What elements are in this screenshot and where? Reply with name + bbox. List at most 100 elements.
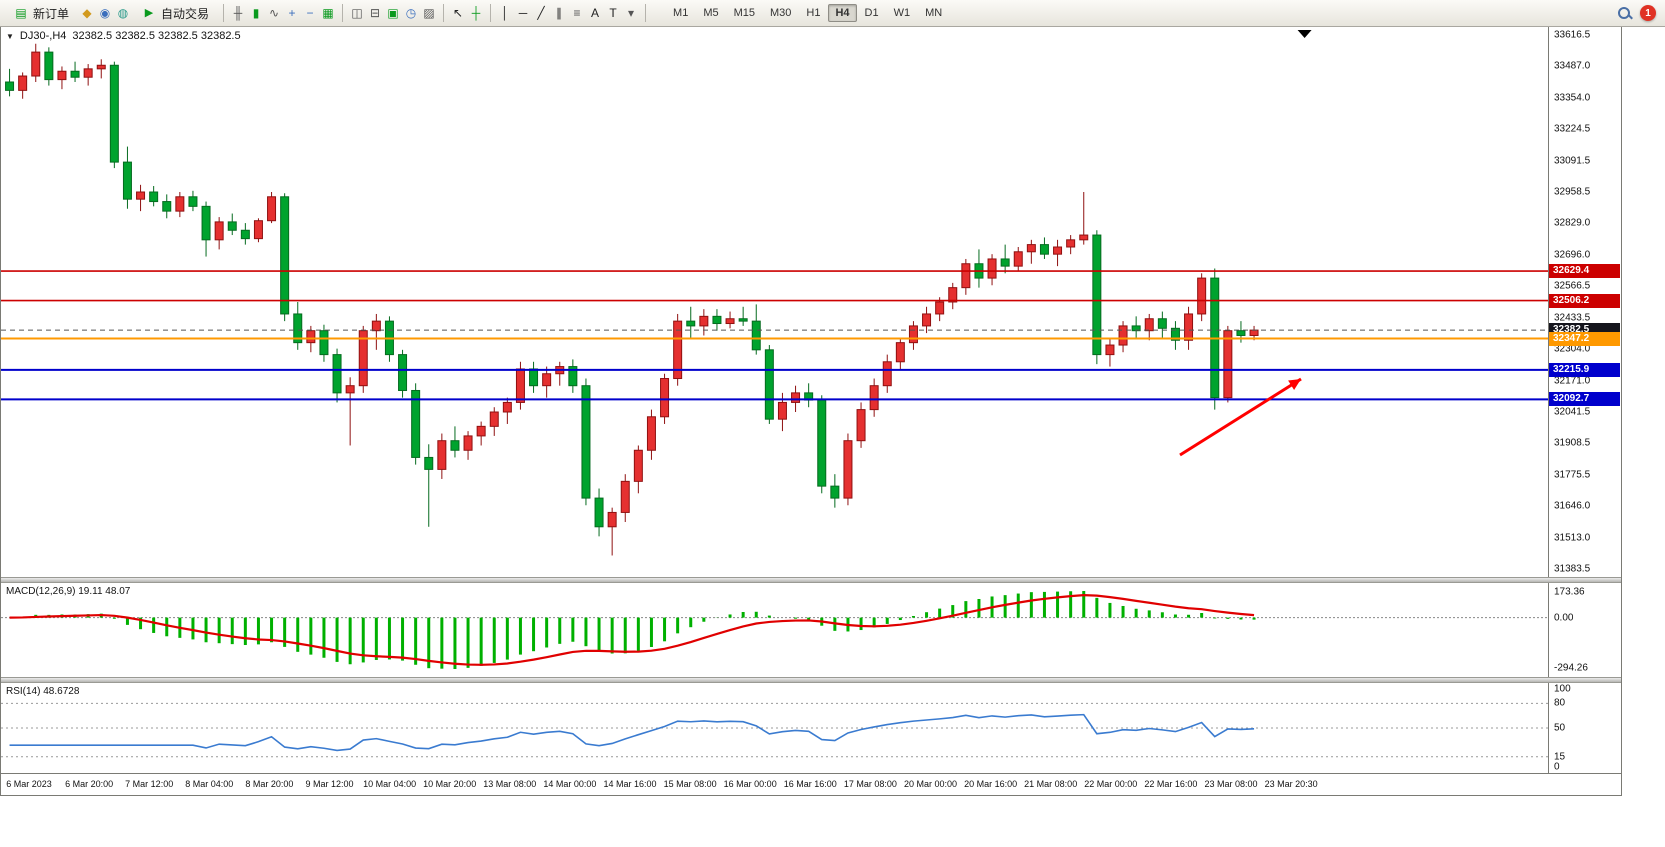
time-axis[interactable]: 6 Mar 2023 6 Mar 20:00 7 Mar 12:00 8 Mar 04… [1, 774, 1621, 795]
new-order-label: 新订单 [33, 6, 70, 21]
time-axis-label: 22 Mar 16:00 [1144, 779, 1198, 789]
toolbar-separator [342, 4, 344, 22]
macd-panel: MACD(12,26,9) 19.11 48.07 173.36 0.00 -294… [1, 583, 1621, 677]
price-axis-label: 31775.5 [1554, 469, 1591, 481]
price-line-tag: 32092.7 [1549, 392, 1620, 407]
macd-plot: MACD(12,26,9) 19.11 48.07 [1, 583, 1548, 677]
indicators-icon[interactable]: ▦ [322, 6, 334, 20]
time-axis-label: 23 Mar 08:00 [1204, 779, 1258, 789]
rsi-axis-label: 15 [1554, 751, 1566, 763]
price-axis-label: 32829.0 [1554, 217, 1591, 229]
channel-tool-icon[interactable]: ∥ [556, 6, 563, 20]
chart-window: ▼ DJ30-,H4 32382.5 32382.5 32382.5 32382… [0, 27, 1622, 796]
cascade-windows-icon[interactable]: ⊟ [370, 6, 381, 20]
time-axis-label: 16 Mar 16:00 [783, 779, 837, 789]
rsi-panel: RSI(14) 48.6728 100 80 50 15 0 [1, 683, 1621, 773]
toolbar-separator [223, 4, 225, 22]
chart-menu-icon[interactable]: ▼ [6, 31, 14, 41]
vertical-line-tool-icon[interactable]: │ [501, 6, 509, 20]
macd-axis-label: 0.00 [1554, 612, 1574, 624]
time-axis-label: 14 Mar 00:00 [543, 779, 597, 789]
candlestick-chart-icon[interactable]: ▮ [252, 6, 260, 20]
crosshair-tool-icon[interactable]: ┼ [471, 6, 481, 20]
search-icon[interactable] [1617, 6, 1632, 21]
price-axis-label: 33354.0 [1554, 92, 1591, 104]
time-axis-label: 20 Mar 00:00 [903, 779, 958, 789]
rsi-axis: 100 80 50 15 0 [1548, 683, 1620, 773]
price-axis-label: 33616.5 [1554, 29, 1591, 41]
new-order-button[interactable]: ▤ 新订单 [5, 2, 77, 25]
price-axis-label: 31513.0 [1554, 532, 1591, 544]
price-axis-label: 33487.0 [1554, 60, 1591, 72]
macd-axis: 173.36 0.00 -294.26 [1548, 583, 1620, 677]
timeframe-group: M1 M5 M15 M30 H1 H4 D1 W1 MN [666, 4, 949, 22]
price-axis-label: 33091.5 [1554, 155, 1591, 167]
tile-windows-icon[interactable]: ◫ [351, 6, 363, 20]
time-axis-label: 9 Mar 12:00 [305, 779, 354, 789]
price-line-tag: 32629.4 [1549, 264, 1620, 279]
line-chart-icon[interactable]: ∿ [269, 6, 280, 20]
time-axis-label: 17 Mar 08:00 [843, 779, 897, 789]
bottom-space [0, 796, 1665, 847]
price-plot: ▼ DJ30-,H4 32382.5 32382.5 32382.5 32382… [1, 27, 1548, 577]
price-axis-label: 33224.5 [1554, 123, 1591, 135]
panel-resize-handle[interactable] [1, 677, 1621, 683]
toolbar: ▤ 新订单 ◆ ◉ ◍ ▶ 自动交易 ╫ ▮ ∿ + − ▦ ◫ ⊟ ▣ ◷ ▨… [0, 0, 1665, 27]
price-axis-label: 32171.0 [1554, 375, 1591, 387]
chart-symbol-label: DJ30-,H4 [19, 30, 67, 42]
horizontal-line-tool-icon[interactable]: ─ [518, 6, 528, 20]
rsi-label: RSI(14) 48.6728 [6, 686, 80, 697]
chart-snapshot-icon[interactable]: ▨ [423, 6, 435, 20]
price-chart-canvas[interactable] [1, 27, 1548, 577]
data-window-icon[interactable]: ◉ [99, 6, 111, 20]
zoom-in-icon[interactable]: + [288, 6, 296, 20]
notification-badge[interactable]: 1 [1640, 5, 1656, 21]
timeframe-mn[interactable]: MN [918, 4, 949, 22]
label-tool-icon[interactable]: T [609, 6, 617, 20]
time-axis-label: 14 Mar 16:00 [603, 779, 657, 789]
timeframe-m5[interactable]: M5 [696, 4, 725, 22]
timeframe-m15[interactable]: M15 [727, 4, 762, 22]
timeframe-h1[interactable]: H1 [799, 4, 827, 22]
price-axis-label: 32041.5 [1554, 406, 1591, 418]
shift-marker-icon [1297, 30, 1312, 38]
timeframe-d1[interactable]: D1 [858, 4, 886, 22]
shapes-dropdown-icon[interactable]: ▾ [628, 6, 635, 20]
rsi-axis-label: 100 [1554, 683, 1571, 695]
cursor-tool-icon[interactable]: ↖ [453, 6, 464, 20]
rsi-plot: RSI(14) 48.6728 [1, 683, 1548, 773]
zoom-out-icon[interactable]: − [306, 6, 314, 20]
time-axis-label: 8 Mar 04:00 [185, 779, 234, 789]
timeframe-m30[interactable]: M30 [763, 4, 798, 22]
rsi-canvas[interactable] [1, 683, 1548, 773]
annotation-arrow [1179, 377, 1302, 457]
price-axis-label: 31383.5 [1554, 563, 1591, 575]
macd-canvas[interactable] [1, 583, 1548, 677]
clock-icon[interactable]: ◷ [405, 6, 417, 20]
text-tool-icon[interactable]: A [591, 6, 600, 20]
time-axis-label: 21 Mar 08:00 [1024, 779, 1078, 789]
price-line-tag: 32347.2 [1549, 331, 1620, 346]
price-line-tag: 32506.2 [1549, 293, 1620, 308]
terminal-icon[interactable]: ◍ [117, 6, 129, 20]
timeframe-h4[interactable]: H4 [828, 4, 857, 22]
bar-chart-icon[interactable]: ╫ [233, 6, 243, 20]
new-order-icon: ▤ [15, 6, 27, 20]
price-axis-label: 32958.5 [1554, 186, 1591, 198]
timeframe-m1[interactable]: M1 [666, 4, 695, 22]
time-axis-label: 8 Mar 20:00 [245, 779, 294, 789]
toolbar-separator [645, 4, 647, 22]
timeframe-w1[interactable]: W1 [887, 4, 918, 22]
trendline-tool-icon[interactable]: ╱ [537, 6, 545, 20]
time-axis-label: 7 Mar 12:00 [125, 779, 174, 789]
time-axis-label: 6 Mar 20:00 [65, 779, 114, 789]
panel-resize-handle[interactable] [1, 577, 1621, 583]
rsi-axis-label: 0 [1554, 761, 1560, 773]
market-watch-icon[interactable]: ◆ [82, 6, 92, 20]
price-line-tag: 32215.9 [1549, 362, 1620, 377]
autotrading-button[interactable]: ▶ 自动交易 [133, 2, 217, 25]
time-axis-divider [1, 773, 1621, 774]
fibonacci-tool-icon[interactable]: ≡ [573, 6, 581, 20]
price-axis[interactable]: 32629.4 32506.2 32382.5 32347.2 32215.9 32092… [1548, 27, 1620, 577]
new-chart-icon[interactable]: ▣ [387, 6, 399, 20]
